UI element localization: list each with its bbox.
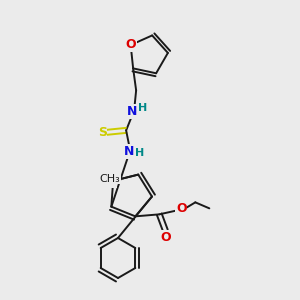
Text: N: N [124, 145, 134, 158]
Text: H: H [137, 103, 147, 113]
Text: O: O [160, 231, 171, 244]
Text: S: S [108, 174, 117, 188]
Text: CH₃: CH₃ [100, 174, 120, 184]
Text: N: N [127, 105, 137, 118]
Text: H: H [134, 148, 144, 158]
Text: S: S [98, 126, 106, 139]
Text: O: O [125, 38, 136, 52]
Text: O: O [176, 202, 187, 215]
